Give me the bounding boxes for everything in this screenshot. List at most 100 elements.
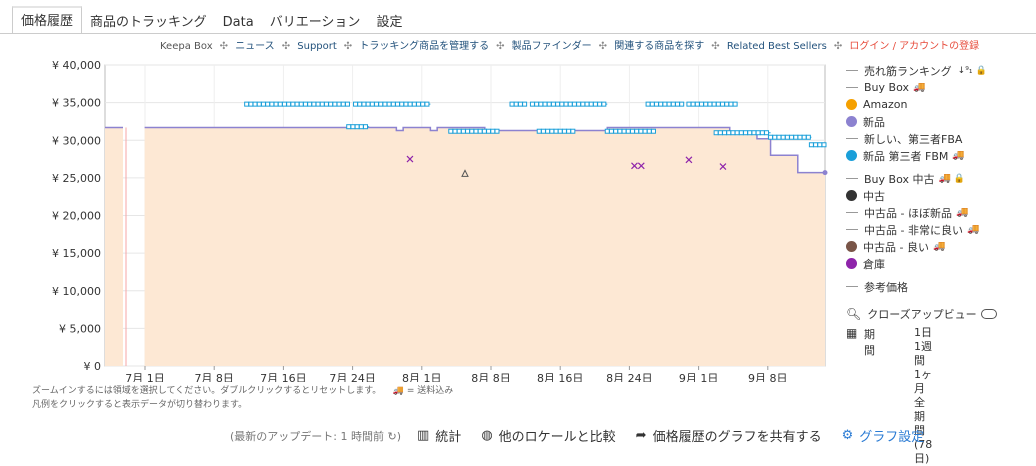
fbm-point [768,134,774,140]
period-option-1week[interactable]: 1週間 [914,340,932,367]
nav-related-products[interactable]: 関連する商品を探す [614,41,705,52]
legend-item[interactable]: 中古 [846,187,987,204]
warehouse-point [406,155,414,163]
tab-tracking[interactable]: 商品のトラッキング [90,15,207,30]
legend-label: 売れ筋ランキング [864,64,952,78]
tab-variations[interactable]: バリエーション [269,15,361,30]
fbm-point [634,128,640,134]
nav-product-finder[interactable]: 製品ファインダー [511,41,592,52]
compare-label: 他のロケールと比較 [498,430,616,445]
legend-item[interactable]: 中古品 - 良い 🚚 [846,238,987,255]
period-option-1day[interactable]: 1日 [914,326,932,339]
share-graph-button[interactable]: ➦ 価格履歴のグラフを共有する [636,426,822,445]
x-tick-label: 7月 16日 [260,372,307,382]
closeup-view-toggle[interactable]: 🔍︎ クローズアップビュー [846,306,997,322]
y-tick-label: ¥ 35,000 [52,97,101,110]
fbm-point [571,101,577,107]
fbm-point [382,101,388,107]
toggle-switch-icon[interactable] [980,309,997,319]
fbm-point [670,101,676,107]
legend-item[interactable]: 新品 [846,113,987,130]
graph-settings-button[interactable]: ⚙ グラフ設定 [842,426,925,445]
legend-item[interactable]: 中古品 - ほぼ新品 🚚 [846,204,987,221]
fbm-point [662,101,668,107]
fbm-point [399,101,405,107]
period-option-1month[interactable]: 1ヶ月 [914,368,932,395]
nav-sep: ✣ [711,41,720,52]
x-tick-label: 8月 24日 [606,372,653,382]
fbm-point [621,128,627,134]
x-tick-label: 8月 16日 [537,372,584,382]
bottom-toolbar: (最新のアップデート: 1 時間前 ↻) ▥ 統計 ◍ 他のロケールと比較 ➦ 価格履… [230,426,944,445]
fbm-point [805,134,811,140]
y-tick-label: ¥ 30,000 [52,134,101,147]
legend-label: Buy Box 中古 [864,172,935,186]
fbm-point [707,101,713,107]
truck-icon: 🚚 [912,82,926,93]
stats-button[interactable]: ▥ 統計 [417,426,461,445]
period-option-all[interactable]: 全期間 (78 日) [914,396,933,465]
fbm-point [545,128,551,134]
legend-item[interactable]: Buy Box 🚚 [846,79,987,96]
fbm-point [699,101,705,107]
fbm-point [424,101,430,107]
legend-item[interactable]: 売れ筋ランキング ↓⁹₁ 🔒 [846,62,987,79]
nav-news[interactable]: ニュース [235,41,275,52]
legend-item[interactable]: 倉庫 [846,255,987,272]
tab-settings[interactable]: 設定 [376,15,403,30]
fbm-point [357,101,363,107]
fbm-point [248,101,254,107]
legend-swatch [846,229,858,230]
legend-label: 新しい、第三者FBA [864,132,963,146]
legend-item[interactable]: 新品 第三者 FBM 🚚 [846,147,987,164]
fbm-point [456,128,462,134]
fbm-point [642,128,648,134]
shipping-note: 🚚 = 送料込み [392,386,454,396]
fbm-point [646,128,652,134]
price-history-chart[interactable]: ¥ 40,000 ¥ 35,000 ¥ 30,000 ¥ 25,000 ¥ 20,000… [0,52,840,382]
tab-data[interactable]: Data [222,15,254,30]
fbm-point [323,101,329,107]
fbm-point [269,101,275,107]
fbm-point [244,101,250,107]
fbm-point [566,128,572,134]
legend-label: Amazon [863,98,908,111]
nav-support[interactable]: Support [297,41,337,52]
legend-item[interactable]: Amazon [846,96,987,113]
nav-manage-tracking[interactable]: トラッキング商品を管理する [359,41,490,52]
nav-related-best-sellers[interactable]: Related Best Sellers [726,41,827,52]
legend-item[interactable]: Buy Box 中古 🚚 🔒 [846,170,987,187]
nav-login[interactable]: ログイン / アカウントの登録 [849,41,980,52]
fbm-point [813,142,819,148]
legend-label: 中古品 - 良い [863,240,929,254]
fbm-point [759,130,765,136]
legend-item[interactable]: 中古品 - 非常に良い 🚚 [846,221,987,238]
share-label: 価格履歴のグラフを共有する [652,430,822,445]
x-tick-label: 9月 1日 [679,372,719,382]
y-tick-label: ¥ 25,000 [52,172,101,185]
fbm-point [319,101,325,107]
fbm-point [557,128,563,134]
fbm-point [780,134,786,140]
series-area-新品 [144,127,826,367]
fbm-point [650,128,656,134]
fbm-point [726,130,732,136]
fbm-point [817,142,823,148]
fbm-point [738,130,744,136]
legend-item[interactable]: 参考価格 [846,278,987,295]
fbm-point [460,128,466,134]
compare-locales-button[interactable]: ◍ 他のロケールと比較 [481,426,615,445]
top-nav: Keepa Box ✣ ニュース ✣ Support ✣ トラッキング商品を管理する ✣… [160,37,982,52]
zoom-note: ズームインするには領域を選択してください。ダブルクリックするとリセットします。 [32,386,382,396]
legend-note: 凡例をクリックすると表示データが切り替わります。 [32,400,248,410]
bar-chart-icon: ▥ [417,428,430,443]
truck-icon: 🚚 [932,241,946,252]
fbm-point [509,101,515,107]
lock-icon: 🔒 [975,65,987,76]
pre-area [105,127,123,367]
legend-label: 中古品 - 非常に良い [864,223,963,237]
fbm-point [277,101,283,107]
nav-keepa-box[interactable]: Keepa Box [160,41,213,52]
legend-item[interactable]: 新しい、第三者FBA [846,130,987,147]
tab-price-history[interactable]: 価格履歴 [12,6,83,34]
